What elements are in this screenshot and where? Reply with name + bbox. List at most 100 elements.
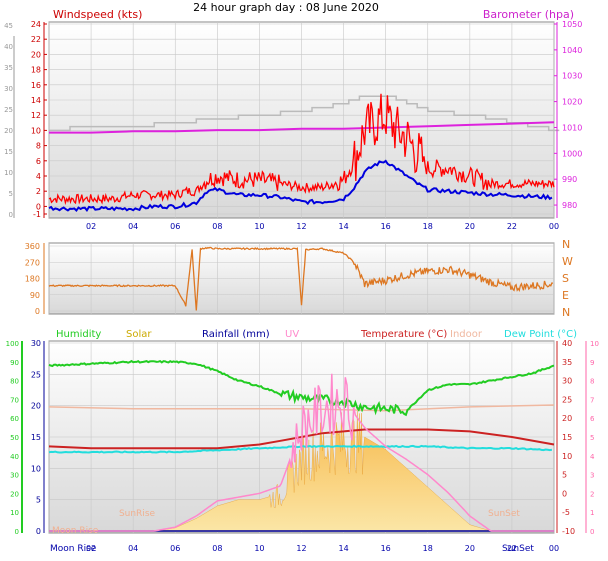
barometer-tick-label: 980 <box>562 201 577 210</box>
direction-tick-label: 360 <box>25 242 40 251</box>
rain-tick-label: 20 <box>31 402 41 411</box>
x-tick-label: 20 <box>465 544 475 553</box>
outer-tick-label: 25 <box>4 106 13 114</box>
direction-tick-label: 180 <box>25 275 40 284</box>
humidity-tick-label: 60 <box>10 415 19 423</box>
compass-label: S <box>562 272 569 285</box>
page-title: 24 hour graph day : 08 June 2020 <box>193 1 379 14</box>
rain-tick-label: 5 <box>36 496 41 505</box>
x-tick-label: 04 <box>128 544 138 553</box>
uv-tick-label: 5 <box>590 434 594 442</box>
temperature-tick-label: 5 <box>562 471 567 480</box>
temperature-line <box>48 428 555 450</box>
rain-tick-label: 0 <box>36 527 41 536</box>
temperature-tick-label: 0 <box>562 489 567 498</box>
barometer-tick-label: 1030 <box>562 72 582 81</box>
panel-temperature-humidity: 0102030405060708090100051015202530-10-50… <box>6 329 599 554</box>
x-tick-label: 16 <box>381 222 391 231</box>
x-tick-label: 18 <box>423 222 433 231</box>
windspeed-tick-label: 20 <box>31 50 41 59</box>
uv-tick-label: 10 <box>590 340 599 348</box>
outer-tick-label: 30 <box>4 85 13 93</box>
gray-series-line <box>49 95 560 132</box>
solar-series <box>154 409 491 532</box>
compass-label: N <box>562 238 570 251</box>
x-tick-label: 00 <box>549 544 559 553</box>
x-tick-label: 22 <box>507 222 517 231</box>
windspeed-tick-label: 16 <box>31 81 41 90</box>
outer-tick-label: 45 <box>4 22 13 30</box>
wind-average-series <box>48 159 553 213</box>
sunset-label-bottom: SunSet <box>502 544 534 554</box>
x-tick-label: 10 <box>254 222 264 231</box>
panel-temperature-axes: 0102030405060708090100051015202530-10-50… <box>6 339 599 553</box>
wind-direction-series <box>48 246 554 311</box>
barometer-tick-label: 1020 <box>562 98 582 107</box>
humidity-tick-label: 30 <box>10 472 19 480</box>
humidity-tick-label: 0 <box>15 528 19 536</box>
legend-entry: UV <box>285 329 299 340</box>
panel-direction-grid <box>48 243 555 314</box>
direction-tick-label: 270 <box>25 258 40 267</box>
uv-tick-label: 7 <box>590 396 594 404</box>
uv-tick-label: 3 <box>590 472 594 480</box>
x-tick-label: 06 <box>170 544 180 553</box>
outer-tick-label: 0 <box>9 211 13 219</box>
panel-temperature-legend: Humidity Solar Rainfall (mm) UV Temperature … <box>56 329 577 340</box>
uv-tick-label: 1 <box>590 509 594 517</box>
uv-line <box>49 373 554 532</box>
uv-tick-label: 4 <box>590 453 595 461</box>
panel-wind-grid <box>48 22 555 218</box>
x-tick-label: 16 <box>381 544 391 553</box>
temperature-tick-label: 40 <box>562 339 572 348</box>
x-tick-label: 00 <box>549 222 559 231</box>
compass-label: W <box>562 255 573 268</box>
rain-tick-label: 30 <box>31 339 41 348</box>
humidity-tick-label: 90 <box>10 359 19 367</box>
windspeed-tick-label: 14 <box>31 96 41 105</box>
uv-tick-label: 8 <box>590 378 594 386</box>
windspeed-series <box>48 93 555 206</box>
rain-tick-label: 15 <box>31 433 41 442</box>
moonrise-label-bottom: Moon Rise <box>50 544 97 554</box>
windspeed-tick-label: 18 <box>31 66 41 75</box>
windspeed-tick-label: 24 <box>31 20 41 29</box>
compass-label: N <box>562 306 570 319</box>
legend-entry: Dew Point (°C) <box>504 329 577 340</box>
humidity-tick-label: 50 <box>10 434 19 442</box>
barometer-tick-label: 1000 <box>562 149 582 158</box>
humidity-tick-label: 10 <box>10 509 19 517</box>
legend-entry: Rainfall (mm) <box>202 329 270 340</box>
outer-tick-label: 35 <box>4 64 13 72</box>
windspeed-tick-label: 4 <box>36 172 41 181</box>
direction-tick-label: 0 <box>35 307 40 316</box>
x-tick-label: 18 <box>423 544 433 553</box>
barometer-series <box>49 121 555 134</box>
wind-direction-line <box>48 246 554 311</box>
panel-temperature-lines <box>48 359 555 532</box>
x-tick-label: 02 <box>86 544 96 553</box>
x-tick-label: 06 <box>170 222 180 231</box>
outer-tick-label: 10 <box>4 169 13 177</box>
humidity-tick-label: 40 <box>10 453 19 461</box>
windspeed-tick-label: 6 <box>36 157 41 166</box>
windspeed-line <box>48 93 555 206</box>
direction-tick-label: 90 <box>30 291 40 300</box>
x-tick-label: 10 <box>254 544 264 553</box>
barometer-tick-label: 1050 <box>562 20 582 29</box>
temperature-tick-label: -10 <box>562 527 575 536</box>
barometer-tick-label: 1040 <box>562 46 582 55</box>
sunset-label: SunSet <box>488 509 520 519</box>
wind-average-line <box>48 159 553 213</box>
barometer-tick-label: 1010 <box>562 123 582 132</box>
rain-tick-label: 25 <box>31 370 41 379</box>
outer-tick-label: 20 <box>4 127 13 135</box>
temperature-tick-label: 35 <box>562 358 572 367</box>
rain-tick-label: 10 <box>31 464 41 473</box>
temperature-tick-label: 20 <box>562 414 572 423</box>
windspeed-tick-label: 8 <box>36 142 41 151</box>
windspeed-tick-label: 2 <box>36 187 41 196</box>
